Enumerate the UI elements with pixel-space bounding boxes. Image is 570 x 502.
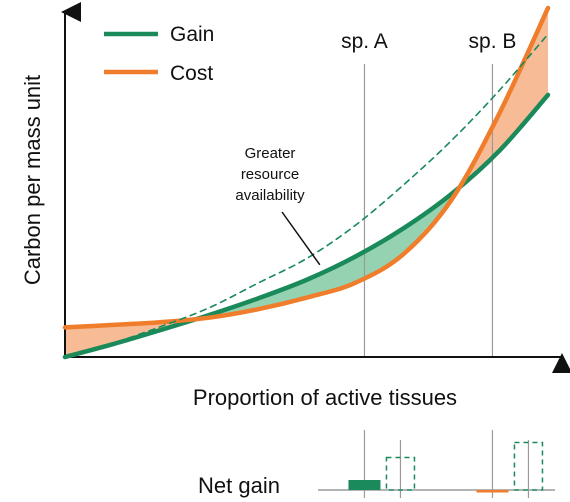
legend: Gain Cost [104,23,214,85]
annotation-line-1: Greater [245,145,296,162]
legend-label-gain: Gain [170,23,214,46]
net-gain-bar-1 [476,490,509,493]
net-gain-title: Net gain [198,473,280,498]
annotation-leader-line [281,211,321,266]
net-gain-bars [348,430,544,498]
reference-lines [363,64,494,357]
area-fills [65,8,548,357]
cost-area [458,8,548,188]
ref-label-sp-a: sp. A [341,30,388,53]
series-cost-line [62,5,551,330]
series-dashed-line [64,33,549,358]
annotation-line-2: resource [241,166,299,183]
ref-label-sp-b: sp. B [469,30,517,53]
y-axis-label: Carbon per mass unit [20,75,45,285]
gain-area [197,186,459,319]
series-gain-line [62,92,551,360]
annotation: Greater resource availability [235,145,321,266]
net-gain-dashed-bar-1 [513,441,544,491]
annotation-line-3: availability [235,187,305,204]
net-gain-bar-0 [348,480,381,490]
x-axis-label: Proportion of active tissues [193,385,457,410]
series-lines [62,5,551,360]
legend-label-cost: Cost [170,62,213,85]
net-gain-dashed-bar-0 [385,456,416,491]
net-gain-inset: Net gain [198,430,555,498]
